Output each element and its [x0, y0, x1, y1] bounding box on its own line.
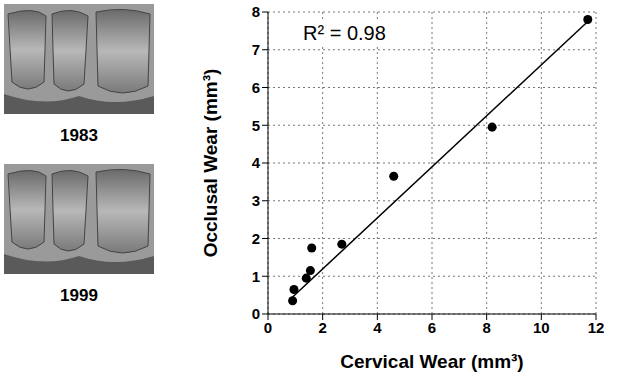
svg-text:6: 6 — [252, 79, 260, 96]
svg-text:4: 4 — [373, 319, 382, 336]
html-text:R² = 0.98: R² = 0.98 — [303, 22, 386, 44]
svg-text:7: 7 — [252, 41, 260, 58]
svg-text:8: 8 — [252, 3, 260, 20]
svg-text:0: 0 — [252, 305, 260, 322]
html-text:1999: 1999 — [60, 286, 98, 305]
svg-text:4: 4 — [252, 154, 261, 171]
svg-text:1: 1 — [252, 268, 260, 285]
html-text:1983: 1983 — [60, 126, 98, 145]
svg-text:3: 3 — [252, 192, 260, 209]
svg-text:2: 2 — [318, 319, 326, 336]
svg-text:2: 2 — [252, 230, 260, 247]
svg-text:Occlusal Wear (mm³): Occlusal Wear (mm³) — [200, 69, 221, 258]
svg-text:6: 6 — [428, 319, 436, 336]
svg-text:8: 8 — [482, 319, 490, 336]
svg-text:Cervical Wear (mm³): Cervical Wear (mm³) — [340, 351, 523, 372]
svg-text:0: 0 — [264, 319, 272, 336]
svg-text:10: 10 — [533, 319, 550, 336]
svg-text:12: 12 — [588, 319, 605, 336]
svg-text:5: 5 — [252, 117, 260, 134]
